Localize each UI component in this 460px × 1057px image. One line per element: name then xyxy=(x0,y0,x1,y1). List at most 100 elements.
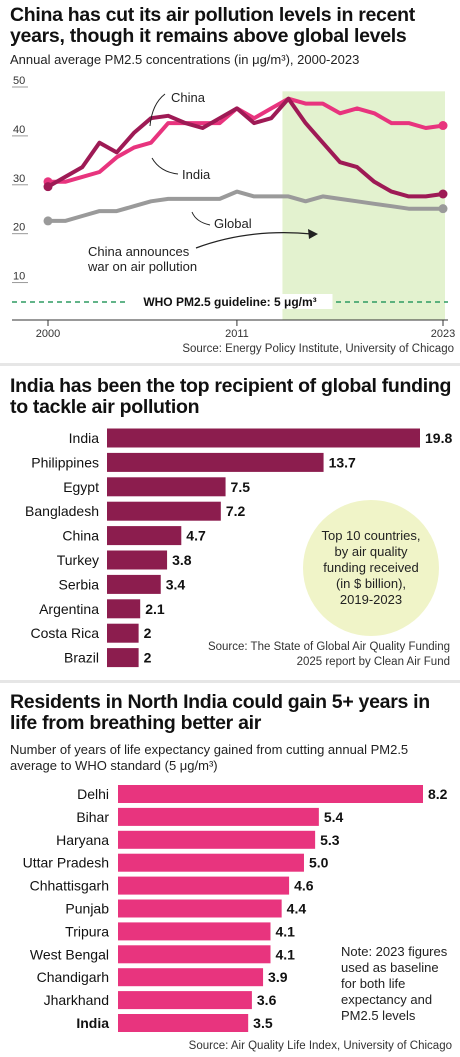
annotation-arrowhead xyxy=(308,229,318,239)
chart1-source: Source: Energy Policy Institute, Univers… xyxy=(182,343,454,355)
annotation-arrow xyxy=(195,232,313,249)
section-divider xyxy=(0,363,460,366)
global-label: Global xyxy=(214,216,252,231)
chart3-source: Source: Air Quality Life Index, Universi… xyxy=(188,1040,452,1052)
bar xyxy=(107,428,420,448)
funding-bar-chart: India 19.8 Philippines 13.7 Egypt 7.5 Banglade… xyxy=(25,428,452,668)
category-label: Serbia xyxy=(59,576,100,592)
value-label: 4.1 xyxy=(276,923,296,939)
chart3-title: Residents in North India could gain 5+ y… xyxy=(10,691,430,734)
value-label: 5.4 xyxy=(324,809,344,825)
china-leader-line xyxy=(149,93,166,127)
x-tick-label: 2000 xyxy=(36,328,60,340)
y-tick-label: 50 xyxy=(13,75,25,87)
bar xyxy=(107,648,139,668)
bubble-text: Top 10 countries, by air quality funding… xyxy=(321,528,421,607)
value-label: 5.3 xyxy=(320,832,340,848)
category-label: India xyxy=(76,1015,109,1031)
life-expectancy-bar-chart: Delhi 8.2 Bihar 5.4 Haryana 5.3 Uttar Pradesh 5… xyxy=(23,785,448,1032)
value-label: 3.5 xyxy=(253,1015,273,1031)
value-label: 3.6 xyxy=(257,992,277,1008)
bar xyxy=(118,991,252,1010)
value-label: 7.2 xyxy=(226,503,246,519)
category-label: Tripura xyxy=(65,923,109,939)
category-label: Bangladesh xyxy=(25,503,99,519)
bar xyxy=(107,550,168,570)
value-label: 3.9 xyxy=(268,969,288,985)
value-label: 4.7 xyxy=(186,528,206,544)
category-label: Egypt xyxy=(63,479,99,495)
global-line-end-dot xyxy=(438,204,448,214)
category-label: Brazil xyxy=(64,650,99,666)
annotation-line2: war on air pollution xyxy=(87,259,197,274)
india-label: India xyxy=(182,167,211,182)
guideline-label-bg xyxy=(127,294,333,309)
who-guideline-label: WHO PM2.5 guideline: 5 μg/m³ xyxy=(143,295,316,309)
india-line-end-dot xyxy=(438,121,448,131)
category-label: Uttar Pradesh xyxy=(23,855,109,871)
y-tick-label: 20 xyxy=(13,222,25,234)
value-label: 5.0 xyxy=(309,855,329,871)
value-label: 4.6 xyxy=(294,878,314,894)
bar xyxy=(107,477,226,497)
global-line xyxy=(46,189,445,223)
china-line xyxy=(46,96,445,199)
value-label: 3.8 xyxy=(172,552,192,568)
bar xyxy=(118,785,423,803)
global-leader-line xyxy=(191,211,211,226)
bar xyxy=(118,807,319,826)
value-label: 7.5 xyxy=(231,479,251,495)
bar xyxy=(118,1014,249,1032)
global-line-start-dot xyxy=(43,216,53,226)
chart3-subtitle: Number of years of life expectancy gaine… xyxy=(10,742,409,773)
bar xyxy=(118,853,304,872)
funding-legend-bubble: Top 10 countries, by air quality funding… xyxy=(303,500,439,636)
annotation-line1: China announces xyxy=(88,244,190,259)
china-label: China xyxy=(171,90,206,105)
bar xyxy=(118,945,271,964)
china-line-start-dot xyxy=(43,182,53,192)
bar xyxy=(107,452,324,472)
bar xyxy=(107,599,141,619)
category-label: Chandigarh xyxy=(37,969,109,985)
y-tick-label: 10 xyxy=(13,271,25,283)
category-label: Costa Rica xyxy=(31,625,100,641)
value-label: 8.2 xyxy=(428,786,448,802)
value-label: 4.1 xyxy=(276,946,296,962)
category-label: West Bengal xyxy=(30,946,109,962)
category-label: Haryana xyxy=(56,832,109,848)
value-label: 2.1 xyxy=(145,601,165,617)
category-label: Argentina xyxy=(39,601,99,617)
chart1-title: China has cut its air pollution levels i… xyxy=(10,4,415,47)
bar xyxy=(118,876,290,895)
category-label: Delhi xyxy=(77,786,109,802)
bar xyxy=(118,968,264,987)
bar xyxy=(107,501,221,521)
category-label: Chhattisgarh xyxy=(30,878,109,894)
x-tick-label: 2011 xyxy=(225,328,249,340)
chart3-note: Note: 2023 figures used as baseline for … xyxy=(341,944,448,1023)
category-label: China xyxy=(62,528,99,544)
value-label: 13.7 xyxy=(329,454,356,470)
chart2-title: India has been the top recipient of glob… xyxy=(10,375,452,418)
bar xyxy=(118,899,282,918)
section-divider xyxy=(0,680,460,683)
value-label: 2 xyxy=(144,625,152,641)
x-tick-label: 2023 xyxy=(431,328,455,340)
value-label: 19.8 xyxy=(425,430,452,446)
category-label: Bihar xyxy=(76,809,109,825)
y-tick-label: 30 xyxy=(13,173,25,185)
bar xyxy=(118,922,271,941)
bar xyxy=(107,526,182,546)
value-label: 2 xyxy=(144,650,152,666)
india-leader-line xyxy=(151,157,179,175)
value-label: 4.4 xyxy=(287,901,307,917)
category-label: Punjab xyxy=(65,901,109,917)
category-label: Philippines xyxy=(31,454,99,470)
line-chart: 10 20 30 40 50 WHO PM2.5 guideline: 5 μg/m³ 20… xyxy=(12,75,455,340)
bar xyxy=(107,623,139,643)
category-label: Turkey xyxy=(57,552,99,568)
y-tick-label: 40 xyxy=(13,124,25,136)
category-label: Jharkhand xyxy=(44,992,109,1008)
bar xyxy=(107,574,161,594)
